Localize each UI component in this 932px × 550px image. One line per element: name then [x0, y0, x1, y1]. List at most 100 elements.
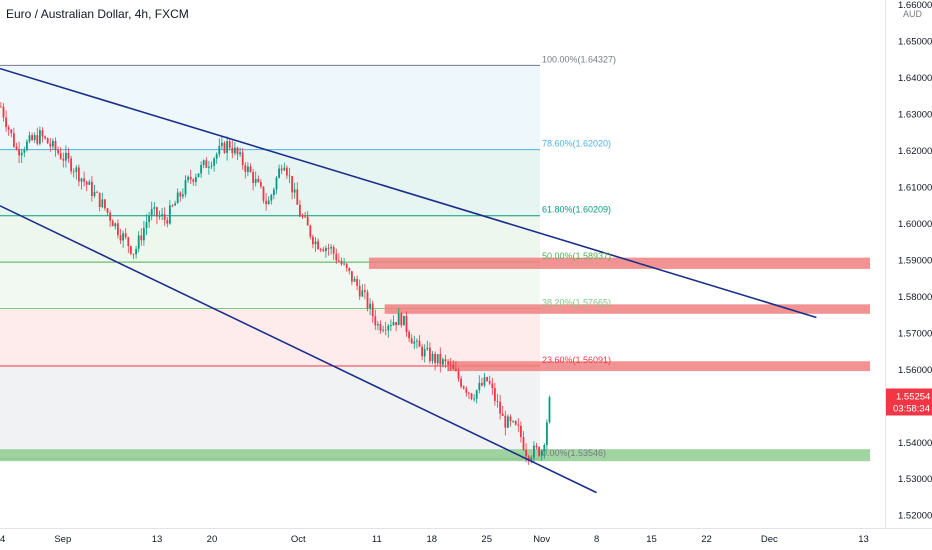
candle-down	[410, 338, 413, 344]
candle-down	[223, 142, 226, 153]
price-tick-label: 1.54000	[898, 438, 932, 449]
candle-down	[15, 146, 18, 150]
candle-down	[520, 425, 522, 438]
candle-up	[397, 313, 400, 326]
candle-down	[408, 331, 410, 339]
candle-down	[31, 135, 33, 141]
candle-up	[114, 223, 117, 227]
candle-down	[366, 291, 369, 309]
candle-up	[507, 416, 509, 428]
trendlines	[0, 67, 817, 494]
candle-up	[150, 208, 153, 217]
candle-up	[26, 141, 28, 151]
resistance-zone	[447, 361, 870, 372]
trendline-upper-channel	[0, 67, 817, 319]
candle-down	[434, 353, 436, 364]
candle-up	[475, 390, 478, 399]
candle-up	[267, 200, 270, 205]
candle-up	[275, 177, 278, 190]
candle-up	[239, 152, 241, 155]
candle-down	[468, 392, 470, 394]
candle-down	[301, 216, 304, 218]
price-tick-label: 1.60000	[898, 219, 932, 230]
candle-down	[59, 153, 62, 159]
fib-label: 23.60%(1.56091)	[542, 355, 611, 365]
time-axis[interactable]: 24 Sep 13 20 Oct 11 18 25 Nov 8 15 22 Dec 13	[0, 529, 932, 550]
candle-up	[247, 166, 249, 172]
candle-up	[254, 178, 257, 183]
candle-down	[236, 147, 239, 155]
candle-up	[353, 278, 356, 282]
fib-band	[0, 149, 540, 216]
candle-down	[291, 176, 293, 193]
price-axis[interactable]: 1.66000 1.65000 1.64000 1.63000 1.62000 1.610…	[886, 0, 932, 528]
candle-down	[119, 235, 122, 241]
candle-up	[403, 315, 405, 326]
candle-up	[413, 341, 416, 344]
candle-down	[231, 147, 234, 154]
candle-up	[369, 303, 371, 309]
candle-down	[260, 182, 262, 187]
candle-up	[533, 445, 535, 458]
candle-down	[457, 370, 460, 379]
price-tick-label: 1.62000	[898, 146, 932, 157]
candle-down	[527, 456, 530, 461]
candle-down	[455, 369, 457, 371]
candle-down	[535, 445, 538, 448]
candle-down	[421, 346, 423, 357]
candle-down	[358, 285, 361, 297]
candle-down	[36, 135, 39, 144]
candle-down	[192, 179, 195, 182]
candle-down	[338, 260, 340, 262]
candle-down	[262, 186, 265, 201]
candle-down	[356, 278, 358, 286]
candle-up	[174, 203, 176, 206]
candle-up	[213, 158, 215, 166]
fib-label: 0.00%(1.53546)	[542, 448, 606, 458]
candle-down	[364, 290, 366, 292]
time-tick-label: 18	[426, 534, 437, 545]
candle-up	[208, 166, 210, 168]
candle-down	[85, 181, 88, 185]
candle-down	[5, 117, 7, 128]
candle-up	[200, 165, 202, 174]
candle-down	[486, 377, 488, 381]
candle-up	[221, 142, 223, 146]
candle-down	[509, 416, 512, 422]
candle-up	[39, 130, 41, 144]
candle-down	[72, 171, 75, 173]
time-tick-label: Sep	[54, 534, 71, 545]
candle-down	[10, 129, 13, 134]
candle-up	[122, 233, 124, 241]
time-tick-label: Nov	[533, 534, 550, 545]
candle-down	[62, 158, 65, 161]
candle-down	[332, 247, 335, 254]
time-tick-label: 8	[594, 534, 599, 545]
price-tick-label: 1.61000	[898, 182, 932, 193]
candle-up	[226, 141, 228, 153]
candle-down	[91, 181, 93, 196]
candle-up	[197, 173, 200, 178]
candle-up	[101, 199, 104, 208]
fib-band	[0, 262, 540, 309]
time-tick-label: 25	[481, 534, 492, 545]
candle-up	[423, 349, 426, 357]
candle-up	[361, 290, 364, 297]
candle-up	[330, 247, 332, 249]
price-tick-label: 1.57000	[898, 328, 932, 339]
candle-down	[400, 313, 403, 326]
price-axis-bg	[886, 0, 932, 528]
candle-down	[379, 324, 382, 331]
candle-up	[135, 248, 137, 255]
candle-up	[215, 154, 218, 159]
candle-down	[514, 421, 517, 425]
candle-up	[187, 176, 189, 181]
candle-up	[143, 228, 145, 241]
fib-label: 78.60%(1.62020)	[542, 139, 611, 149]
candle-down	[481, 382, 483, 386]
candle-down	[7, 127, 10, 130]
candle-up	[548, 397, 551, 423]
time-axis-border	[0, 528, 932, 529]
